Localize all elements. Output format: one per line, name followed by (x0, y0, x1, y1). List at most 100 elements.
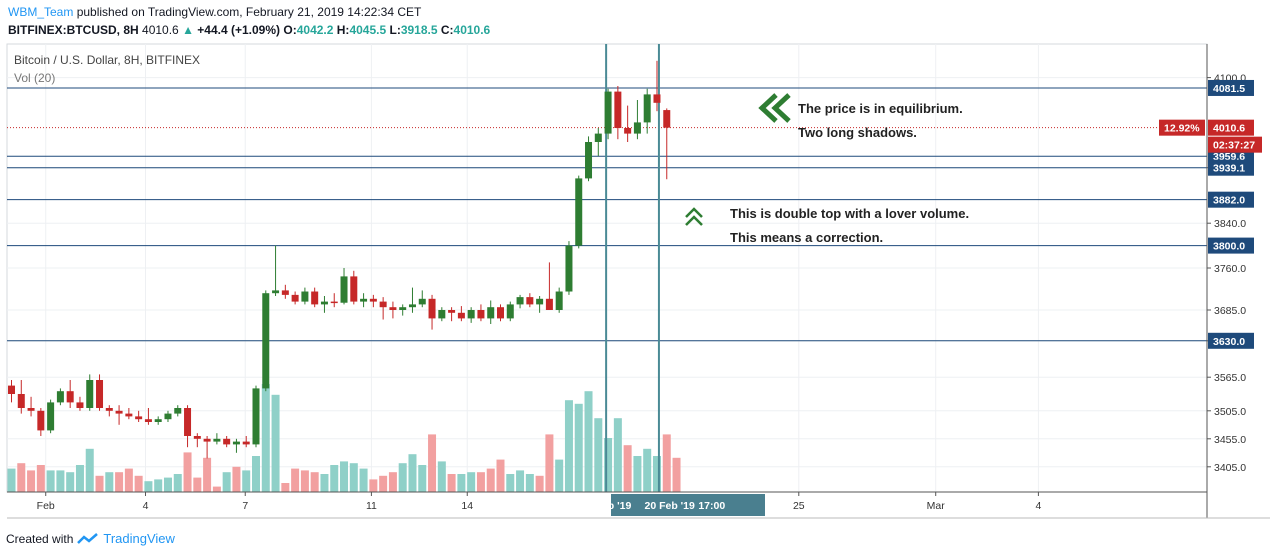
candle-body (487, 307, 495, 319)
volume-bar (320, 474, 329, 492)
volume-bar (300, 470, 309, 492)
last-price-label: 4010.6 (1213, 123, 1245, 135)
candle-body (174, 408, 182, 414)
volume-bar (564, 400, 573, 492)
candle-body (56, 391, 64, 403)
volume-bar (643, 448, 652, 492)
volume-bar (242, 470, 251, 492)
x-highlight-label: 17:00 (698, 500, 725, 512)
double-chevron-left-icon (758, 93, 791, 123)
candle-body (164, 413, 172, 420)
annotation-top: The price is in equilibrium. Two long sh… (758, 93, 963, 140)
candle-body (555, 291, 563, 310)
symbol-label: BITFINEX:BTCUSD, 8H (8, 23, 139, 37)
volume-bar (555, 459, 564, 492)
candle-body (105, 408, 113, 411)
candle-body (311, 291, 319, 305)
candle-body (37, 410, 45, 431)
volume-bar (134, 475, 143, 492)
open-value: 4042.2 (296, 23, 334, 37)
volume-bar (398, 463, 407, 492)
x-tick-label: 4 (1035, 500, 1041, 512)
y-tick-label: 3840.0 (1214, 218, 1246, 230)
level-price-label: 3800.0 (1213, 241, 1245, 253)
volume-bar (437, 461, 446, 492)
volume-bar (232, 466, 241, 492)
volume-bar (183, 452, 192, 492)
level-price-label: 3630.0 (1213, 336, 1245, 348)
volume-bar (662, 434, 671, 492)
close-value: 4010.6 (453, 23, 491, 37)
volume-bar (652, 456, 661, 492)
candle-body (477, 310, 485, 319)
volume-bar (584, 391, 593, 492)
candle-body (8, 385, 15, 394)
volume-bar (36, 465, 45, 492)
candle-body (399, 307, 407, 310)
author-link[interactable]: WBM_Team (8, 5, 74, 19)
volume-bar (428, 434, 437, 492)
candle-body (66, 391, 74, 403)
volume-bar (173, 474, 182, 492)
volume-bar (291, 468, 300, 492)
ohlc-header: BITFINEX:BTCUSD, 8H 4010.6 ▲ +44.4 (+1.0… (8, 23, 490, 37)
high-label: H: (336, 23, 350, 37)
volume-bar (27, 470, 36, 492)
publish-header: WBM_Team published on TradingView.com, F… (8, 5, 421, 19)
candle-body (624, 128, 632, 134)
volume-bar (212, 486, 221, 492)
volume-bar (408, 454, 417, 492)
annotation-mid-line2: This means a correction. (730, 230, 883, 245)
candle-body (242, 441, 250, 445)
candle-body (575, 178, 583, 246)
volume-bar (66, 472, 75, 492)
volume-bar (163, 477, 172, 492)
level-price-label: 4081.5 (1213, 83, 1245, 95)
volume-bar (95, 475, 104, 492)
candle-body (125, 413, 133, 417)
candle-body (213, 438, 221, 442)
created-with-label: Created with (6, 531, 74, 546)
x-tick-label: 11 (366, 500, 377, 512)
volume-bar (476, 472, 485, 492)
candle-body (203, 438, 211, 442)
x-tick-label: 4 (143, 500, 149, 512)
candles (8, 60, 671, 459)
x-tick-label: 7 (242, 500, 248, 512)
candle-body (184, 408, 192, 436)
volume-bar (154, 479, 163, 492)
volume-bar (124, 468, 133, 492)
axes: 3405.0 3455.0 3505.0 3565.0 3630.0 3685.0 3760… (7, 44, 1270, 519)
candle-body (340, 276, 348, 303)
volume-bar (281, 483, 290, 492)
volume-bar (457, 474, 466, 492)
candle-body (360, 298, 368, 302)
volume-bar (115, 472, 124, 492)
candle-body (135, 416, 143, 420)
volume-bar (105, 472, 114, 492)
candle-body (438, 310, 446, 319)
volume-bar (379, 475, 388, 492)
candle-body (17, 394, 25, 408)
tradingview-brand[interactable]: TradingView (103, 531, 175, 546)
y-tick-label: 3405.0 (1214, 462, 1246, 474)
candle-body (252, 388, 260, 445)
candle-body (281, 290, 289, 295)
volume-bar (85, 448, 94, 492)
pct-label: 12.92% (1164, 123, 1200, 135)
volume-bar (672, 457, 681, 492)
volume-bar (340, 461, 349, 492)
volume-bar (7, 468, 16, 492)
volume-bar (418, 465, 427, 492)
y-tick-label: 3760.0 (1214, 263, 1246, 275)
high-value: 4045.5 (349, 23, 387, 37)
volume-bar (623, 445, 632, 492)
level-price-tag (1208, 159, 1254, 176)
volume-bar (203, 457, 212, 492)
candle-body (653, 94, 661, 103)
volume-bar (506, 474, 515, 492)
candle-body (408, 304, 416, 308)
candle-body (389, 307, 397, 310)
level-price-tag (1208, 332, 1254, 349)
